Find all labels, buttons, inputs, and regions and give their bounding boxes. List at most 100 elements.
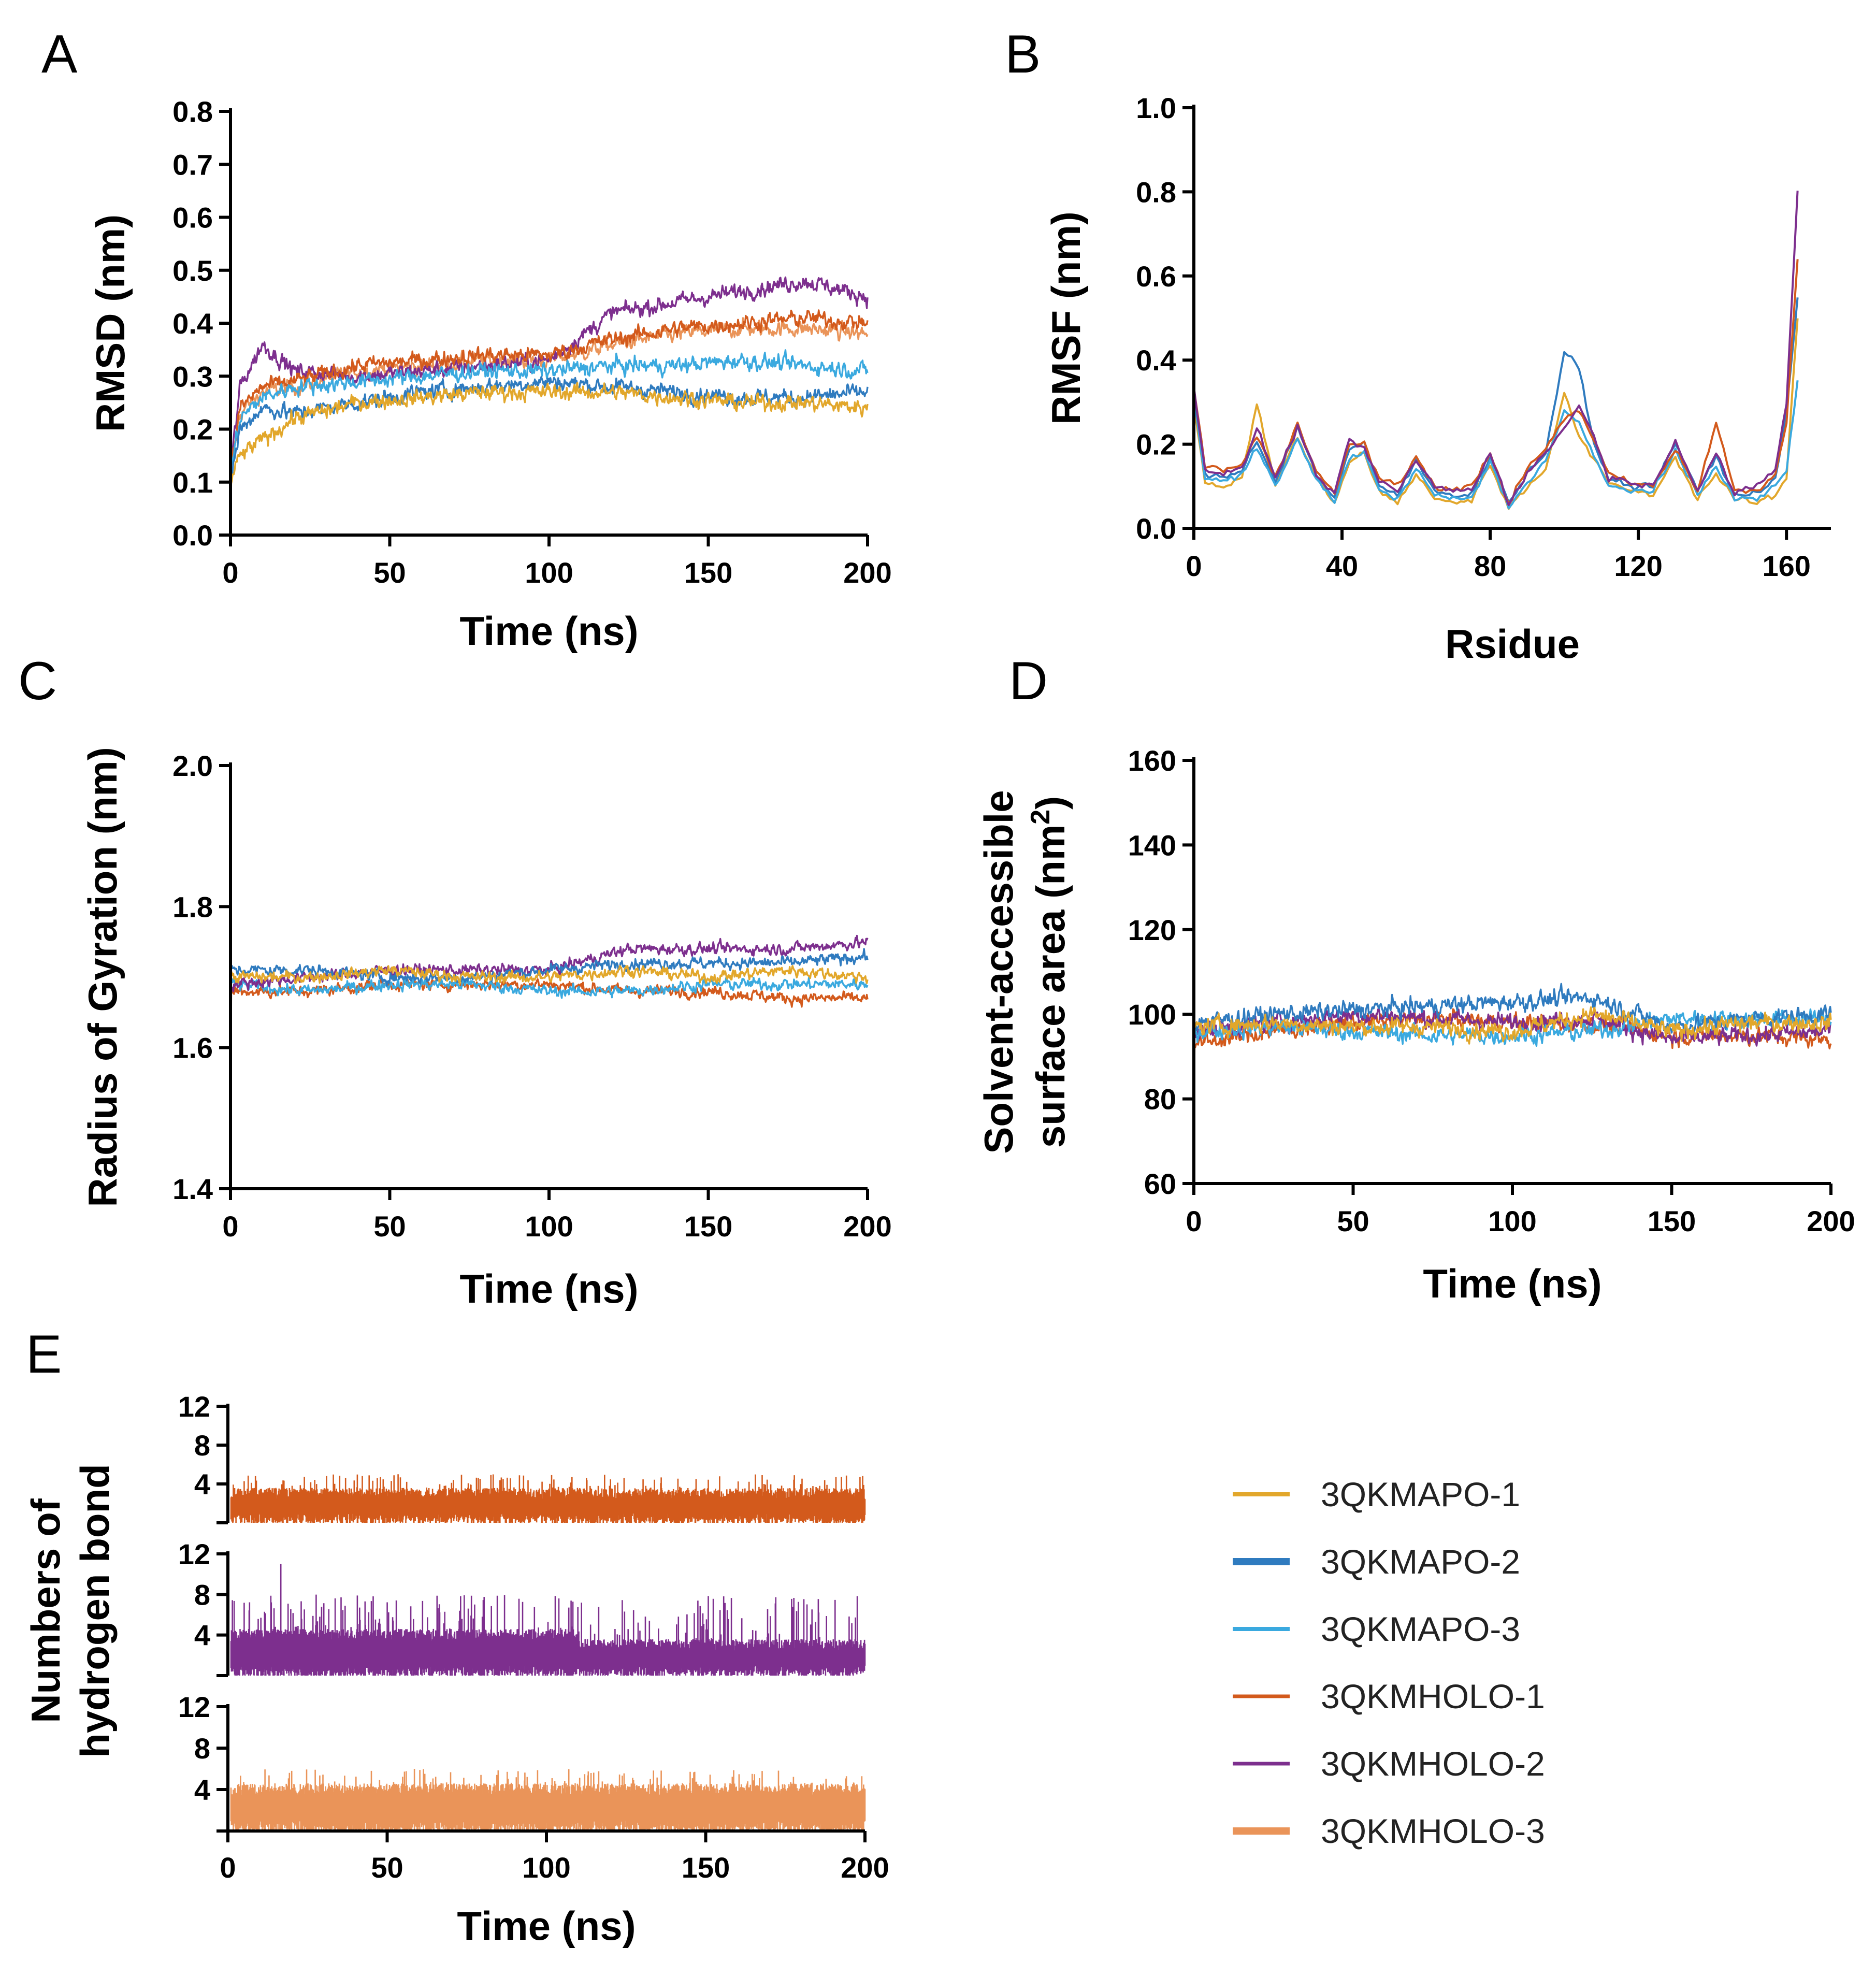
- panel-e-y-axis-title-line1: Numbers of: [23, 1498, 68, 1723]
- panel-e-sub1-y-tick-label: 8: [194, 1429, 210, 1462]
- panel-letter-b: B: [1005, 24, 1041, 84]
- legend-label-apo2: 3QKMAPO-2: [1321, 1542, 1520, 1581]
- panel-b-x-tick-label: 120: [1614, 550, 1662, 582]
- panel-d-x-tick-label: 0: [1186, 1205, 1202, 1237]
- panel-d-y-tick-label: 60: [1144, 1167, 1176, 1200]
- panel-a-series-3qkmholo-3: [229, 317, 869, 536]
- panel-b-series-3qkmapo-1: [1193, 318, 1799, 510]
- panel-a-x-tick-label: 100: [525, 556, 573, 589]
- panel-c-x-tick-label: 100: [525, 1210, 573, 1243]
- legend-label-apo3: 3QKMAPO-3: [1321, 1610, 1520, 1648]
- panel-a-y-tick-label: 0.4: [172, 307, 213, 340]
- panel-d-x-axis-title: Time (ns): [1423, 1261, 1601, 1306]
- panel-b-rmsf-chart: 0 40 80 120 160 0.0 0.2 0.4 0.6 0.8 1.0 Rsidue RMSF …: [1043, 92, 1831, 667]
- panel-c-x-tick-label: 50: [373, 1210, 406, 1243]
- panel-d-y-tick-label: 160: [1128, 744, 1176, 777]
- panel-c-y-tick-label: 1.4: [172, 1173, 213, 1205]
- panel-e-bars-3qkmholo-2: [230, 1564, 866, 1676]
- panel-e-x-tick-label: 100: [522, 1851, 570, 1884]
- panel-d-y-tick-label: 80: [1144, 1083, 1176, 1116]
- panel-a-x-tick-label: 200: [843, 556, 891, 589]
- panel-e-sub1-y-tick-label: 4: [194, 1468, 210, 1501]
- panel-c-series-3qkmapo-3: [229, 976, 869, 1189]
- panel-a-x-tick-label: 150: [684, 556, 732, 589]
- panel-d-x-tick-label: 150: [1648, 1205, 1696, 1237]
- panel-a-x-axis-title: Time (ns): [459, 608, 638, 654]
- panel-c-series-3qkmapo-2: [229, 948, 869, 1189]
- panel-b-y-tick-label: 0.4: [1136, 344, 1176, 377]
- panel-b-y-tick-label: 0.8: [1136, 176, 1176, 208]
- panel-a-rmsd-chart: 0 50 100 150 200 0.0 0.1 0.2 0.3 0.4 0.5 0.6 0.7 0.8 T…: [88, 95, 892, 654]
- panel-e-bars-3qkmholo-3: [230, 1769, 866, 1831]
- panel-b-x-axis-title: Rsidue: [1445, 621, 1580, 667]
- legend: 3QKMAPO-1 3QKMAPO-2 3QKMAPO-3 3QKMHOLO-1…: [1233, 1475, 1545, 1850]
- panel-letter-c: C: [18, 651, 57, 711]
- legend-label-holo1: 3QKMHOLO-1: [1321, 1677, 1545, 1715]
- panel-a-y-tick-label: 0.6: [172, 201, 213, 234]
- panel-b-y-tick-label: 0.6: [1136, 260, 1176, 293]
- panel-b-x-tick-label: 160: [1762, 550, 1810, 582]
- panel-c-y-tick-label: 1.6: [172, 1032, 213, 1064]
- panel-a-y-axis-title: RMSD (nm): [88, 214, 133, 432]
- panel-letter-d: D: [1009, 651, 1048, 711]
- panel-c-x-tick-label: 0: [222, 1210, 238, 1243]
- panel-b-series-3qkmapo-3: [1193, 380, 1799, 510]
- panel-c-y-axis-title: Radius of Gyration (nm): [80, 747, 125, 1207]
- panel-c-x-tick-label: 150: [684, 1210, 732, 1243]
- panel-d-series-3qkmapo-1: [1193, 1006, 1832, 1184]
- panel-c-series-3qkmapo-1: [229, 964, 869, 1189]
- panel-d-y-axis-title-line1: Solvent-accessible: [976, 790, 1021, 1153]
- panel-e-sub1-y-tick-label: 12: [178, 1390, 210, 1423]
- panel-c-y-tick-label: 2.0: [172, 749, 213, 782]
- panel-a-x-tick-label: 50: [373, 556, 406, 589]
- panel-d-y-axis-title-line2: surface area (nm2): [1026, 796, 1073, 1148]
- panel-d-y-tick-label: 140: [1128, 829, 1176, 861]
- panel-b-y-axis-title: RMSF (nm): [1043, 211, 1089, 425]
- panel-d-y-tick-label: 120: [1128, 914, 1176, 946]
- panel-c-x-tick-label: 200: [843, 1210, 891, 1243]
- panel-b-y-tick-label: 1.0: [1136, 92, 1176, 124]
- panel-e-sub3-y-tick-label: 12: [178, 1691, 210, 1723]
- panel-e-x-tick-label: 0: [220, 1851, 236, 1884]
- panel-a-y-tick-label: 0.2: [172, 413, 213, 446]
- panel-d-y-tick-label: 100: [1128, 998, 1176, 1031]
- panel-e-y-axis-title-line2: hydrogen bond: [72, 1464, 118, 1758]
- panel-d-x-tick-label: 200: [1807, 1205, 1855, 1237]
- panel-letter-a: A: [41, 24, 78, 84]
- panel-d-sasa-chart: 0 50 100 150 200 60 80 100 120 140 160 Time (ns) Sol…: [976, 744, 1855, 1306]
- panel-e-sub2-y-tick-label: 12: [178, 1538, 210, 1570]
- panel-a-y-tick-label: 0.7: [172, 148, 213, 181]
- panel-e-x-tick-label: 150: [682, 1851, 730, 1884]
- panel-d-y-axis-title-tail: ): [1028, 796, 1073, 810]
- panel-e-sub3-y-tick-label: 4: [194, 1773, 210, 1806]
- panel-a-series-3qkmapo-1: [229, 382, 869, 536]
- legend-label-holo3: 3QKMHOLO-3: [1321, 1812, 1545, 1850]
- panel-e-sub2-y-tick-label: 4: [194, 1619, 210, 1652]
- panel-c-x-axis-title: Time (ns): [459, 1266, 638, 1311]
- panel-a-y-tick-label: 0.3: [172, 360, 213, 393]
- panel-d-x-tick-label: 100: [1488, 1205, 1536, 1237]
- panel-d-y-axis-title-text: surface area (nm: [1028, 825, 1073, 1148]
- panel-b-y-tick-label: 0.2: [1136, 428, 1176, 461]
- panel-e-x-axis-title: Time (ns): [457, 1903, 636, 1949]
- panel-b-x-tick-label: 80: [1474, 550, 1506, 582]
- legend-label-apo1: 3QKMAPO-1: [1321, 1475, 1520, 1513]
- panel-b-y-tick-label: 0.0: [1136, 512, 1176, 545]
- panel-b-series-3qkmholo-2: [1193, 190, 1799, 507]
- legend-label-holo2: 3QKMHOLO-2: [1321, 1744, 1545, 1783]
- panel-a-series-3qkmapo-3: [229, 349, 869, 536]
- panel-e-hydrogen-bond-chart: 4 8 12 4 8 12 4 8 12 0 50 100 150 200 Time (ns) Numbers…: [23, 1390, 889, 1949]
- panel-e-bars-3qkmholo-1: [230, 1474, 866, 1523]
- panel-e-sub2-y-tick-label: 8: [194, 1578, 210, 1611]
- panel-b-x-tick-label: 0: [1186, 550, 1202, 582]
- panel-a-y-tick-label: 0.0: [172, 519, 213, 552]
- panel-a-series-3qkmholo-1: [229, 309, 869, 536]
- panel-a-y-tick-label: 0.1: [172, 466, 213, 499]
- panel-d-x-tick-label: 50: [1337, 1205, 1369, 1237]
- panel-letter-e: E: [26, 1324, 62, 1385]
- panel-a-y-tick-label: 0.8: [172, 95, 213, 128]
- panel-b-x-tick-label: 40: [1326, 550, 1358, 582]
- panel-e-sub3-y-tick-label: 8: [194, 1732, 210, 1765]
- panel-a-y-tick-label: 0.5: [172, 254, 213, 287]
